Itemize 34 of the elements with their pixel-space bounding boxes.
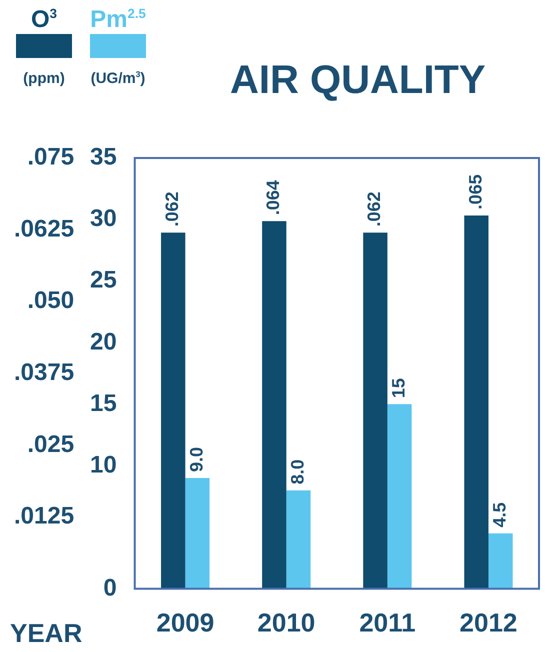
data-label: .064 (263, 180, 284, 216)
bar (185, 478, 210, 589)
y2-tick-label: 15 (90, 390, 117, 417)
x-axis-title: YEAR (10, 618, 82, 649)
x-tick-label: 2010 (257, 608, 316, 638)
x-tick-label: 2012 (460, 608, 518, 638)
y2-tick-label: 0 (103, 574, 117, 602)
data-label: .062 (162, 192, 182, 227)
y-tick-label: .025 (27, 430, 74, 458)
y-tick-label: .0375 (14, 359, 74, 386)
data-label: 9.0 (186, 446, 206, 472)
y-tick-label: .050 (27, 287, 74, 314)
y-tick-label: .075 (27, 144, 74, 171)
bar (488, 533, 513, 589)
y2-tick-label: 25 (90, 266, 117, 294)
bar (286, 490, 311, 589)
x-tick-label: 2009 (156, 608, 214, 638)
data-label: 4.5 (490, 502, 510, 528)
y2-tick-label: 10 (90, 451, 117, 478)
data-label: 8.0 (287, 459, 308, 484)
chart-title: AIR QUALITY (230, 58, 486, 103)
data-label: .065 (465, 174, 486, 210)
y2-axis-title: (UG/m$^{3}$) (90, 70, 146, 87)
y-tick-label: .0125 (14, 502, 74, 530)
data-label: 15 (388, 378, 409, 398)
x-tick-label: 2011 (359, 608, 416, 638)
y2-tick-label: 20 (90, 328, 117, 356)
y-tick-label: .0625 (14, 215, 74, 242)
text: Pm$^{2.5}$ (90, 6, 146, 34)
y2-tick-label: 30 (90, 205, 117, 232)
y2-tick-label: 35 (90, 144, 117, 171)
text: O$^{3}$ (30, 6, 57, 34)
y-axis-title: (ppm) (23, 70, 65, 87)
data-label: .062 (364, 192, 384, 227)
